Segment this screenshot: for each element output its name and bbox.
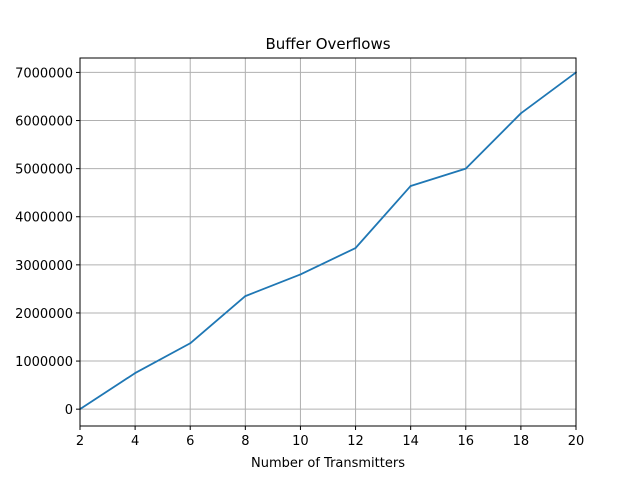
- data-point: [134, 372, 137, 374]
- y-tick-label: 7000000: [15, 66, 73, 81]
- x-axis: 2 4 6 8 10 12 14 16 18 20: [76, 426, 584, 449]
- data-point: [354, 247, 357, 249]
- x-tick-label: 18: [513, 434, 530, 449]
- plot-frame: [79, 57, 577, 427]
- y-tick-label: 2000000: [15, 307, 73, 322]
- x-axis-title: Number of Transmitters: [251, 456, 405, 471]
- y-tick-label: 6000000: [15, 115, 73, 130]
- series-line: [79, 71, 577, 410]
- data-point: [519, 112, 522, 115]
- y-tick-label: 0: [65, 403, 73, 418]
- x-tick-label: 2: [76, 434, 84, 449]
- x-tick-label: 8: [241, 434, 249, 449]
- data-point: [464, 167, 467, 170]
- y-tick-label: 1000000: [15, 355, 73, 370]
- data-point: [409, 185, 412, 187]
- y-axis: 0 1000000 2000000 3000000 4000000 5000000 6000…: [15, 66, 80, 418]
- x-tick-label: 20: [568, 434, 585, 449]
- x-tick-label: 16: [458, 434, 475, 449]
- chart-title: Buffer Overflows: [265, 35, 390, 53]
- y-tick-label: 5000000: [15, 163, 73, 178]
- data-point: [299, 273, 302, 276]
- plot-area: [80, 58, 576, 426]
- x-tick-label: 6: [186, 434, 194, 449]
- data-point: [244, 295, 247, 298]
- x-tick-label: 10: [292, 434, 309, 449]
- data-point: [189, 342, 192, 345]
- y-tick-label: 3000000: [15, 259, 73, 274]
- y-tick-label: 4000000: [15, 211, 73, 226]
- x-tick-label: 4: [131, 434, 139, 449]
- x-tick-label: 14: [402, 434, 419, 449]
- x-tick-label: 12: [347, 434, 364, 449]
